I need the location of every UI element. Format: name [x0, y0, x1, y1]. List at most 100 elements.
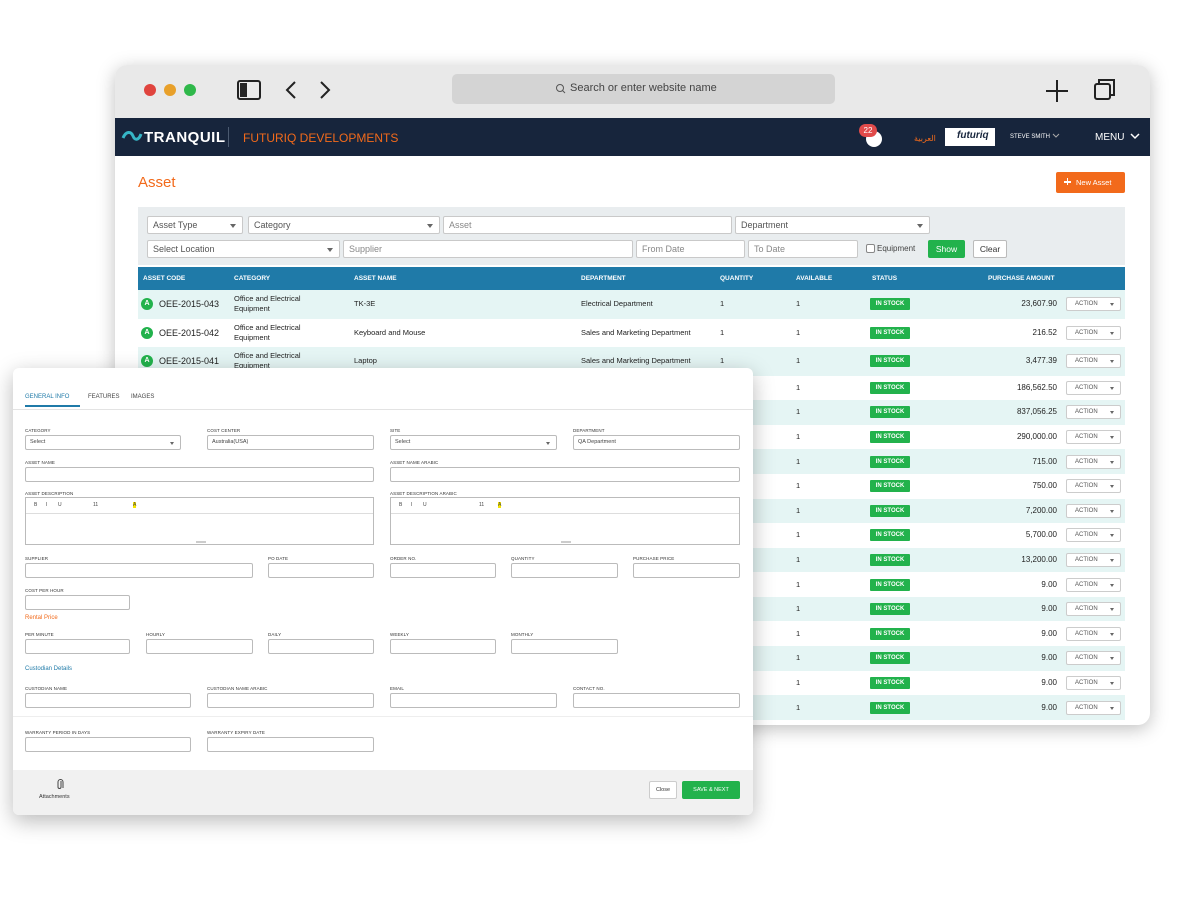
- action-label: ACTION: [1075, 483, 1098, 490]
- cell-amount: 715.00: [1032, 456, 1057, 466]
- action-button[interactable]: ACTION: [1066, 297, 1121, 312]
- action-label: ACTION: [1075, 384, 1098, 391]
- clear-button[interactable]: Clear: [973, 240, 1007, 258]
- close-button[interactable]: Close: [649, 781, 677, 799]
- zoom-dot[interactable]: [184, 84, 196, 96]
- form-input[interactable]: QA Department: [573, 435, 740, 450]
- menu[interactable]: MENU: [1095, 132, 1125, 143]
- rich-text-editor[interactable]: B I U 11 A: [25, 497, 374, 545]
- toolbar-button[interactable]: I: [411, 502, 413, 508]
- toolbar-button[interactable]: A: [498, 502, 502, 508]
- action-button[interactable]: ACTION: [1066, 577, 1121, 592]
- action-button[interactable]: ACTION: [1066, 700, 1121, 715]
- asset-type-select[interactable]: Asset Type: [147, 216, 243, 234]
- tabs-icon[interactable]: [1094, 79, 1115, 100]
- action-button[interactable]: ACTION: [1066, 503, 1121, 518]
- rental-heading: Rental Price: [25, 615, 58, 621]
- form-input[interactable]: [511, 639, 618, 654]
- action-button[interactable]: ACTION: [1066, 325, 1121, 340]
- caret: [1110, 303, 1114, 307]
- form-input[interactable]: Select: [390, 435, 557, 450]
- form-input[interactable]: [146, 639, 253, 654]
- toolbar-button[interactable]: I: [46, 502, 48, 508]
- column-header: ASSET CODE: [143, 275, 186, 282]
- form-input[interactable]: [511, 563, 618, 578]
- form-input[interactable]: [268, 639, 374, 654]
- close-dot[interactable]: [144, 84, 156, 96]
- form-input[interactable]: [207, 693, 374, 708]
- form-input[interactable]: [390, 693, 557, 708]
- user-name[interactable]: STEVE SMITH: [1010, 134, 1051, 140]
- cell-available: 1: [796, 653, 801, 663]
- status-badge: IN STOCK: [870, 480, 910, 493]
- address-bar-bg[interactable]: [452, 74, 835, 104]
- form-input[interactable]: Select: [25, 435, 181, 450]
- from-date-input[interactable]: From Date: [636, 240, 745, 258]
- asset-badge: A: [141, 298, 153, 311]
- save-next-button[interactable]: SAVE & NEXT: [682, 781, 740, 799]
- minimize-dot[interactable]: [164, 84, 176, 96]
- toolbar-button[interactable]: B: [399, 502, 403, 508]
- action-button[interactable]: ACTION: [1066, 430, 1121, 444]
- new-tab-icon[interactable]: [1046, 80, 1068, 102]
- toolbar-button[interactable]: 11: [93, 502, 99, 508]
- action-button[interactable]: ACTION: [1066, 354, 1121, 369]
- action-label: ACTION: [1075, 434, 1098, 440]
- new-asset-button[interactable]: New Asset: [1056, 172, 1125, 193]
- form-input[interactable]: [25, 737, 191, 752]
- action-button[interactable]: ACTION: [1066, 676, 1121, 690]
- action-button[interactable]: ACTION: [1066, 405, 1121, 420]
- category-select[interactable]: Category: [248, 216, 440, 234]
- action-button[interactable]: ACTION: [1066, 602, 1121, 617]
- form-input[interactable]: Australia(USA): [207, 435, 374, 450]
- department-select[interactable]: Department: [735, 216, 930, 234]
- action-button[interactable]: ACTION: [1066, 553, 1121, 567]
- toolbar-button[interactable]: A: [133, 502, 137, 508]
- form-input[interactable]: [390, 563, 496, 578]
- action-button[interactable]: ACTION: [1066, 528, 1121, 543]
- form-input[interactable]: [207, 737, 374, 752]
- action-button[interactable]: ACTION: [1066, 626, 1121, 641]
- cell-name: Keyboard and Mouse: [354, 327, 426, 337]
- action-button[interactable]: ACTION: [1066, 479, 1121, 494]
- form-input[interactable]: [268, 563, 374, 578]
- action-button[interactable]: ACTION: [1066, 380, 1121, 395]
- sidebar-icon[interactable]: [237, 80, 261, 100]
- toolbar-button[interactable]: U: [58, 502, 62, 508]
- form-input[interactable]: [633, 563, 740, 578]
- equipment-checkbox[interactable]: [866, 244, 875, 253]
- language-link[interactable]: العربية: [914, 134, 936, 143]
- field-label: ASSET DESCRIPTION ARABIC: [390, 491, 457, 496]
- table-row[interactable]: [138, 290, 1125, 319]
- form-input[interactable]: [390, 467, 740, 482]
- page-title: Asset: [138, 174, 176, 191]
- form-tab[interactable]: GENERAL INFO: [25, 394, 70, 400]
- attachment-icon[interactable]: [56, 779, 64, 791]
- form-input[interactable]: [25, 639, 130, 654]
- rich-text-editor[interactable]: B I U 11 A: [390, 497, 740, 545]
- form-tab[interactable]: IMAGES: [131, 394, 155, 400]
- toolbar-button[interactable]: U: [423, 502, 427, 508]
- form-input[interactable]: [25, 595, 130, 610]
- action-button[interactable]: ACTION: [1066, 454, 1121, 469]
- toolbar-button[interactable]: B: [34, 502, 38, 508]
- action-button[interactable]: ACTION: [1066, 651, 1121, 666]
- form-input[interactable]: [25, 693, 191, 708]
- to-date-input[interactable]: To Date: [748, 240, 858, 258]
- form-input[interactable]: [390, 639, 496, 654]
- field-label: HOURLY: [146, 632, 166, 637]
- form-input[interactable]: [25, 563, 253, 578]
- asset-input[interactable]: Asset: [443, 216, 732, 234]
- back-icon[interactable]: [285, 81, 296, 99]
- form-input[interactable]: [573, 693, 740, 708]
- show-button[interactable]: Show: [928, 240, 965, 258]
- form-input[interactable]: [25, 467, 374, 482]
- toolbar-button[interactable]: 11: [479, 502, 485, 508]
- form-tab[interactable]: FEATURES: [88, 394, 120, 400]
- location-select[interactable]: Select Location: [147, 240, 340, 258]
- cell-quantity: 1: [720, 327, 725, 337]
- forward-icon[interactable]: [320, 81, 331, 99]
- table-row[interactable]: [138, 318, 1125, 347]
- custodian-heading: Custodian Details: [25, 666, 73, 672]
- supplier-input[interactable]: Supplier: [343, 240, 633, 258]
